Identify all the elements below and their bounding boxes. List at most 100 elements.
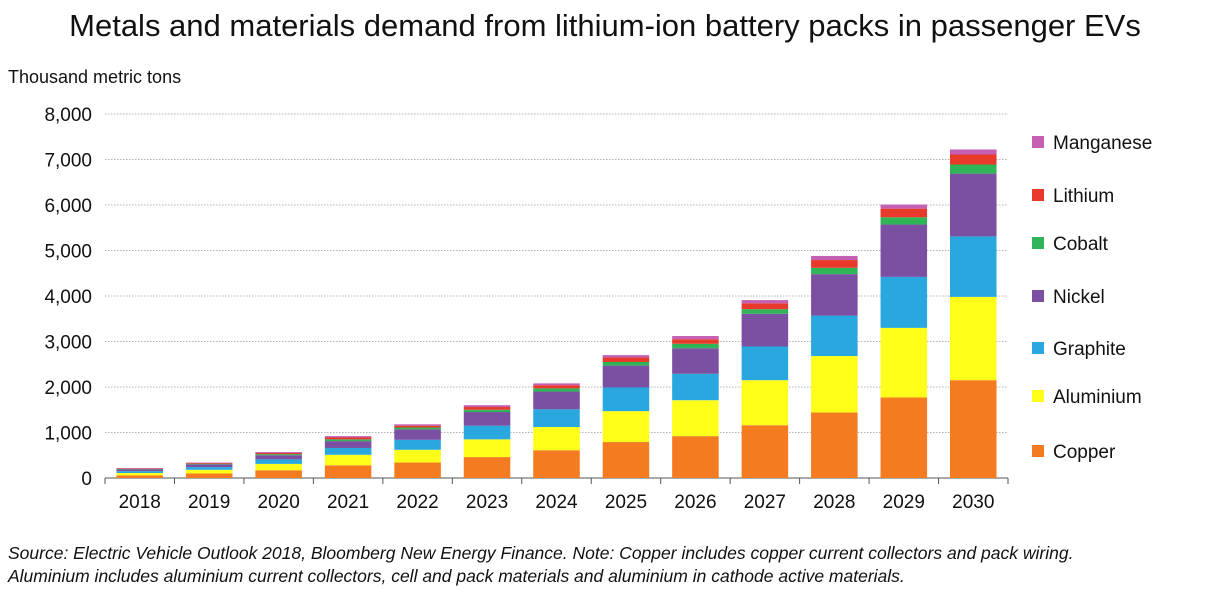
bar-segment-lithium (672, 339, 719, 344)
bar-segment-aluminium (811, 356, 858, 413)
bar-segment-cobalt (255, 454, 302, 456)
bar-segment-cobalt (880, 217, 928, 225)
bar-segment-graphite (324, 447, 372, 455)
bar-segment-aluminium (394, 449, 441, 463)
legend-label: Nickel (1053, 287, 1105, 308)
bar-segment-lithium (463, 407, 511, 410)
bar-segment-nickel (394, 429, 441, 440)
bar-segment-cobalt (324, 439, 372, 442)
bar-stack-2024 (533, 383, 580, 478)
bar-segment-nickel (533, 391, 580, 410)
y-axis-label: Thousand metric tons (8, 67, 181, 87)
y-tick-label: 6,000 (44, 196, 92, 217)
bar-segment-graphite (116, 471, 164, 473)
bar-segment-lithium (394, 425, 441, 428)
bar-segment-lithium (324, 437, 372, 440)
legend-item-nickel: Nickel (1032, 287, 1105, 308)
bar-segment-lithium (949, 154, 997, 165)
legend-swatch (1032, 342, 1044, 354)
bar-segment-aluminium (949, 296, 997, 381)
source-line-2: Aluminium includes aluminium current col… (8, 566, 905, 586)
legend-item-lithium: Lithium (1032, 186, 1114, 207)
y-tick-label: 1,000 (44, 424, 92, 445)
bar-stack-2021 (324, 436, 372, 478)
bar-segment-copper (880, 397, 928, 478)
bar-stack-2019 (185, 462, 233, 478)
y-axis-ticks: 0 1,000 2,000 3,000 4,000 5,000 6,000 7,000 8,00… (44, 105, 92, 490)
y-tick-label: 3,000 (44, 333, 92, 354)
bar-segment-nickel (602, 365, 650, 388)
legend-label: Cobalt (1053, 234, 1109, 255)
bar-stack-2028 (811, 255, 858, 478)
bar-segment-manganese (255, 452, 302, 453)
y-tick-label: 7,000 (44, 151, 92, 172)
x-tick-label: 2027 (744, 492, 786, 513)
bar-segment-graphite (741, 346, 789, 381)
bar-segment-aluminium (741, 380, 789, 426)
bar-segment-nickel (255, 455, 302, 460)
legend-swatch (1032, 237, 1044, 249)
legend-item-graphite: Graphite (1032, 339, 1126, 360)
bar-segment-nickel (116, 469, 164, 472)
bar-segment-lithium (255, 452, 302, 455)
legend-label: Aluminium (1053, 387, 1142, 408)
bar-segment-aluminium (116, 472, 164, 476)
bar-segment-cobalt (741, 309, 789, 314)
legend-label: Manganese (1053, 133, 1152, 154)
source-note: Source: Electric Vehicle Outlook 2018, B… (8, 542, 1203, 588)
bar-segment-manganese (880, 204, 928, 209)
bar-segment-graphite (463, 425, 511, 440)
bar-segment-cobalt (811, 267, 858, 275)
bar-segment-nickel (811, 274, 858, 316)
bar-segment-graphite (533, 409, 580, 428)
bar-segment-copper (949, 380, 997, 478)
x-tick-label: 2022 (396, 492, 438, 513)
x-tick-label: 2019 (188, 492, 230, 513)
bar-segment-aluminium (324, 454, 372, 466)
x-tick-label: 2023 (466, 492, 508, 513)
bar-segment-aluminium (185, 469, 233, 474)
y-tick-label: 8,000 (44, 105, 92, 126)
bar-segment-cobalt (672, 343, 719, 349)
bar-segment-copper (741, 425, 789, 478)
x-tick-label: 2030 (952, 492, 994, 513)
bar-segment-copper (116, 475, 164, 478)
bar-segment-graphite (672, 373, 719, 401)
y-tick-label: 5,000 (44, 242, 92, 263)
bar-segment-copper (602, 442, 650, 478)
legend-item-cobalt: Cobalt (1032, 234, 1109, 255)
bar-segment-graphite (602, 387, 650, 412)
bar-stack-2030 (949, 149, 997, 478)
bar-segment-manganese (394, 424, 441, 426)
bar-segment-manganese (533, 383, 580, 386)
bar-segment-aluminium (672, 400, 719, 437)
bar-segment-cobalt (602, 361, 650, 366)
x-tick-label: 2020 (258, 492, 300, 513)
y-tick-label: 2,000 (44, 378, 92, 399)
legend-swatch (1032, 290, 1044, 302)
legend-label: Graphite (1053, 339, 1126, 360)
x-tick-label: 2025 (605, 492, 647, 513)
x-tick-label: 2024 (535, 492, 578, 513)
bar-segment-graphite (255, 459, 302, 464)
bar-segment-graphite (394, 439, 441, 450)
bar-segment-graphite (880, 276, 928, 328)
legend-swatch (1032, 390, 1044, 402)
bar-segment-graphite (185, 467, 233, 470)
bar-segment-manganese (672, 336, 719, 340)
legend-swatch (1032, 136, 1044, 148)
bar-segment-nickel (672, 348, 719, 374)
bar-segment-nickel (463, 412, 511, 426)
bar-segment-cobalt (185, 463, 233, 465)
bar-segment-manganese (949, 149, 997, 155)
bar-segment-manganese (324, 436, 372, 438)
bar-segment-nickel (949, 173, 997, 237)
bar-segment-lithium (185, 462, 233, 464)
source-line-1: Source: Electric Vehicle Outlook 2018, B… (8, 543, 1074, 563)
bar-segment-aluminium (255, 463, 302, 471)
bar-segment-lithium (602, 357, 650, 362)
bar-segment-aluminium (602, 411, 650, 443)
bar-stack-2018 (116, 467, 164, 478)
bar-segment-nickel (741, 313, 789, 347)
